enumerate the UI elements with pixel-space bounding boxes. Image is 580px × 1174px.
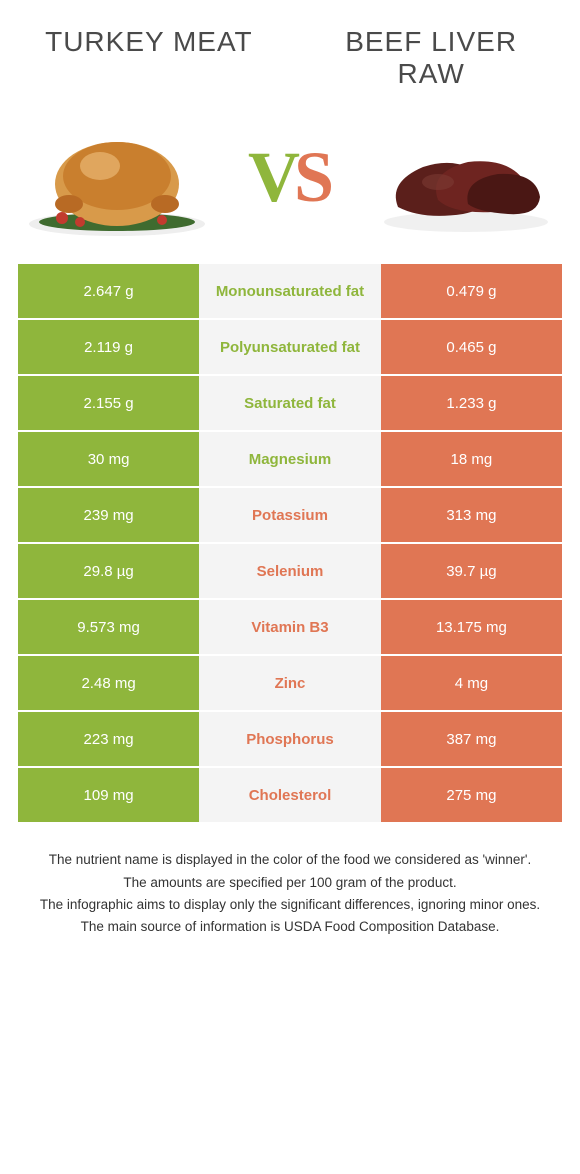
nutrient-label: Selenium [199, 544, 381, 598]
table-row: 239 mgPotassium313 mg [18, 488, 562, 542]
value-left: 239 mg [18, 488, 199, 542]
value-right: 39.7 µg [381, 544, 562, 598]
vs-v: V [248, 136, 298, 219]
image-row: V S [18, 104, 562, 264]
footnotes: The nutrient name is displayed in the co… [18, 824, 562, 937]
footnote-line: The main source of information is USDA F… [24, 917, 556, 937]
nutrient-label: Vitamin B3 [199, 600, 381, 654]
value-right: 0.465 g [381, 320, 562, 374]
value-left: 30 mg [18, 432, 199, 486]
vs-label: V S [248, 136, 332, 219]
title-left: Turkey meat [38, 26, 260, 58]
value-right: 18 mg [381, 432, 562, 486]
nutrient-label: Monounsaturated fat [199, 264, 381, 318]
value-right: 0.479 g [381, 264, 562, 318]
value-left: 2.647 g [18, 264, 199, 318]
title-right: Beef Liver Raw [320, 26, 542, 90]
table-row: 30 mgMagnesium18 mg [18, 432, 562, 486]
value-left: 9.573 mg [18, 600, 199, 654]
footnote-line: The nutrient name is displayed in the co… [24, 850, 556, 870]
table-row: 29.8 µgSelenium39.7 µg [18, 544, 562, 598]
food-image-left [22, 112, 212, 242]
value-right: 4 mg [381, 656, 562, 710]
nutrient-label: Saturated fat [199, 376, 381, 430]
table-row: 2.119 gPolyunsaturated fat0.465 g [18, 320, 562, 374]
value-left: 2.155 g [18, 376, 199, 430]
value-left: 2.119 g [18, 320, 199, 374]
table-row: 9.573 mgVitamin B313.175 mg [18, 600, 562, 654]
title-row: Turkey meat Beef Liver Raw [18, 20, 562, 104]
value-left: 109 mg [18, 768, 199, 822]
nutrient-table: 2.647 gMonounsaturated fat0.479 g2.119 g… [18, 264, 562, 822]
value-left: 29.8 µg [18, 544, 199, 598]
nutrient-label: Cholesterol [199, 768, 381, 822]
value-right: 1.233 g [381, 376, 562, 430]
table-row: 109 mgCholesterol275 mg [18, 768, 562, 822]
nutrient-label: Magnesium [199, 432, 381, 486]
nutrient-label: Polyunsaturated fat [199, 320, 381, 374]
vs-s: S [294, 136, 332, 219]
value-right: 313 mg [381, 488, 562, 542]
value-left: 2.48 mg [18, 656, 199, 710]
value-right: 13.175 mg [381, 600, 562, 654]
nutrient-label: Potassium [199, 488, 381, 542]
food-image-right [368, 112, 558, 242]
value-left: 223 mg [18, 712, 199, 766]
table-row: 223 mgPhosphorus387 mg [18, 712, 562, 766]
footnote-line: The infographic aims to display only the… [24, 895, 556, 915]
table-row: 2.48 mgZinc4 mg [18, 656, 562, 710]
nutrient-label: Zinc [199, 656, 381, 710]
value-right: 275 mg [381, 768, 562, 822]
table-row: 2.647 gMonounsaturated fat0.479 g [18, 264, 562, 318]
footnote-line: The amounts are specified per 100 gram o… [24, 873, 556, 893]
table-row: 2.155 gSaturated fat1.233 g [18, 376, 562, 430]
value-right: 387 mg [381, 712, 562, 766]
nutrient-label: Phosphorus [199, 712, 381, 766]
